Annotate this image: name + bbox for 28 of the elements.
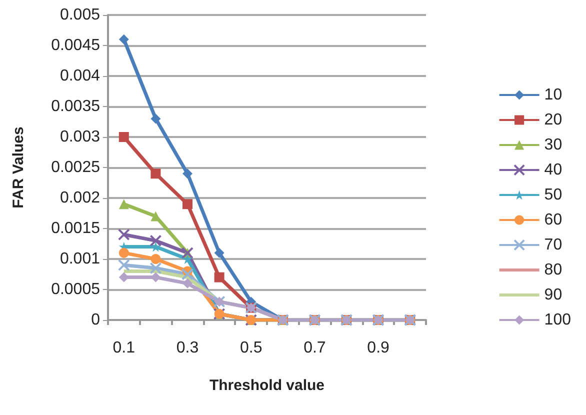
legend-label: 90 [544,286,562,304]
legend-label: 20 [544,112,562,128]
x-axis-title: Threshold value [209,377,325,394]
legend-label: 70 [544,236,562,254]
y-tick-label: 0.0005 [51,281,100,298]
x-tick-label: 0.3 [176,340,199,356]
y-tick-label: 0.002 [60,190,100,206]
x-tick-label: 0.7 [304,340,326,356]
legend-label: 40 [544,162,562,178]
y-tick-label: 0 [91,312,100,328]
legend-label: 10 [544,86,562,104]
x-tick-label: 0.5 [240,340,262,356]
legend-label: 30 [544,136,562,154]
legend-label: 60 [544,212,562,228]
y-tick-label: 0.005 [60,6,100,24]
x-tick-label: 0.9 [367,340,390,356]
y-axis-title: FAR Values [10,126,27,208]
y-tick-label: 0.004 [60,68,100,84]
y-tick-label: 0.001 [60,250,100,268]
y-tick-label: 0.0045 [51,37,100,54]
y-tick-label: 0.003 [60,128,100,146]
y-tick-label: 0.0015 [51,220,100,237]
legend-label: 50 [544,186,562,204]
y-tick-label: 0.0035 [51,98,100,115]
x-tick-label: 0.1 [112,340,136,356]
y-tick-label: 0.0025 [51,159,100,176]
legend-label: 100 [544,312,572,328]
legend-label: 80 [544,262,562,278]
